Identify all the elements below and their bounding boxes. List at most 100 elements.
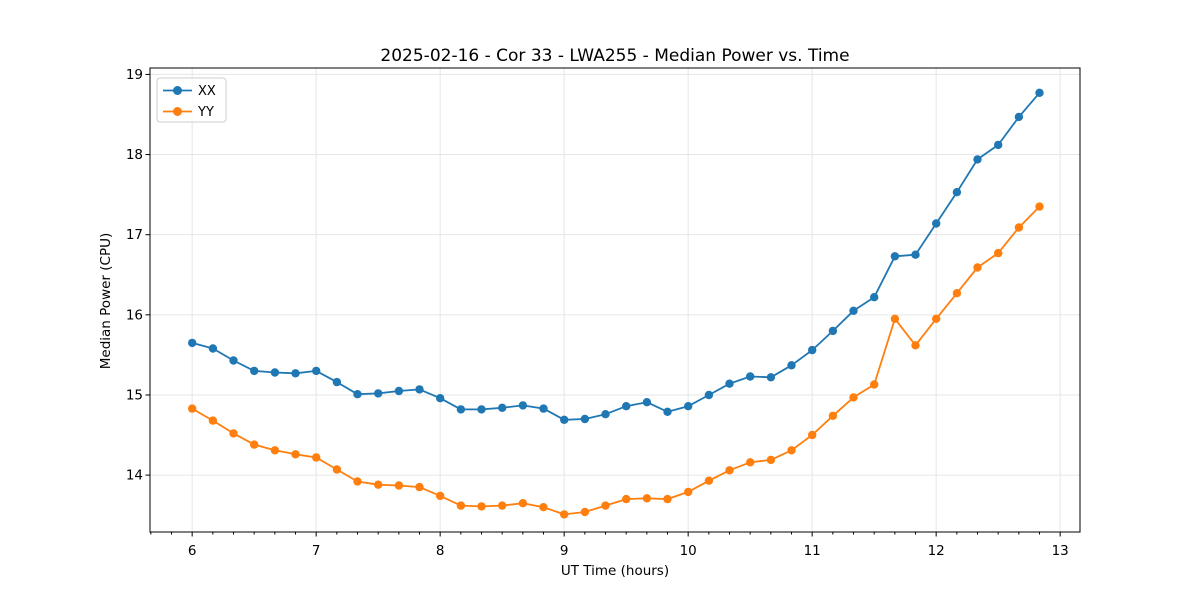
- data-point-XX: [456, 405, 466, 414]
- data-point-XX: [725, 379, 734, 388]
- data-point-XX: [208, 344, 218, 353]
- legend-marker-YY: [173, 107, 182, 116]
- data-point-XX: [229, 356, 238, 365]
- legend-label-XX: XX: [198, 84, 216, 99]
- data-point-XX: [332, 377, 342, 387]
- data-point-XX: [580, 414, 590, 424]
- y-tick-label: 17: [126, 227, 143, 243]
- data-point-YY: [808, 430, 817, 440]
- data-point-XX: [188, 338, 197, 348]
- data-point-XX: [270, 368, 280, 377]
- data-point-YY: [766, 455, 776, 465]
- data-point-XX: [291, 369, 300, 378]
- data-point-YY: [1035, 202, 1044, 211]
- x-tick-label: 6: [188, 543, 197, 559]
- data-point-YY: [994, 248, 1003, 258]
- data-point-YY: [229, 429, 238, 438]
- data-point-XX: [849, 306, 858, 315]
- x-tick-label: 11: [804, 543, 821, 559]
- data-point-YY: [1014, 223, 1024, 232]
- legend-label-YY: YY: [197, 105, 214, 120]
- data-point-YY: [291, 450, 300, 459]
- chart-title: 2025-02-16 - Cor 33 - LWA255 - Median Po…: [380, 46, 849, 66]
- data-point-XX: [498, 403, 507, 412]
- data-point-YY: [849, 393, 858, 402]
- x-tick-label: 8: [436, 543, 445, 559]
- data-point-YY: [436, 491, 445, 501]
- data-point-XX: [312, 366, 321, 376]
- data-point-YY: [477, 502, 486, 511]
- data-point-XX: [684, 402, 693, 411]
- data-point-YY: [456, 501, 466, 510]
- data-point-XX: [994, 140, 1003, 150]
- data-point-YY: [518, 499, 528, 508]
- data-point-XX: [766, 373, 776, 382]
- x-tick-label: 12: [928, 543, 945, 559]
- data-point-YY: [932, 314, 941, 323]
- data-point-XX: [808, 345, 817, 355]
- data-point-YY: [870, 380, 879, 389]
- data-point-XX: [973, 155, 982, 164]
- x-tick-label: 10: [680, 543, 697, 559]
- data-point-YY: [539, 503, 548, 512]
- data-point-XX: [642, 398, 652, 407]
- data-point-YY: [353, 477, 362, 486]
- data-point-XX: [374, 389, 383, 398]
- data-point-YY: [787, 446, 796, 455]
- data-point-YY: [911, 341, 920, 350]
- data-point-YY: [890, 314, 900, 323]
- data-point-XX: [746, 372, 755, 381]
- data-point-XX: [932, 219, 941, 228]
- data-point-YY: [642, 494, 652, 503]
- data-point-YY: [270, 446, 280, 455]
- series-markers-XX: [188, 88, 1044, 424]
- data-point-XX: [622, 402, 631, 411]
- data-point-XX: [890, 252, 900, 261]
- data-point-YY: [580, 507, 590, 517]
- y-axis-label: Median Power (CPU): [98, 233, 114, 369]
- data-point-XX: [787, 361, 796, 370]
- plot-border: [149, 67, 1081, 533]
- data-point-XX: [539, 404, 548, 413]
- data-point-YY: [622, 494, 631, 504]
- data-point-XX: [560, 415, 569, 424]
- data-point-YY: [394, 481, 404, 490]
- data-point-YY: [601, 501, 610, 510]
- data-point-XX: [911, 250, 920, 259]
- data-point-XX: [477, 405, 486, 414]
- data-point-YY: [250, 440, 259, 449]
- data-point-YY: [973, 263, 982, 272]
- data-point-YY: [312, 453, 321, 462]
- data-point-XX: [436, 394, 445, 403]
- data-point-XX: [704, 390, 714, 400]
- grid: [150, 68, 1080, 532]
- data-point-XX: [1014, 112, 1024, 122]
- data-point-YY: [663, 494, 672, 504]
- data-point-XX: [518, 401, 528, 410]
- data-point-YY: [415, 482, 424, 492]
- data-point-XX: [1035, 88, 1044, 98]
- data-point-XX: [601, 410, 610, 419]
- data-point-YY: [725, 466, 734, 475]
- data-point-XX: [394, 386, 404, 396]
- x-tick-label: 13: [1052, 543, 1069, 559]
- data-point-XX: [663, 407, 672, 416]
- data-point-YY: [704, 476, 714, 485]
- data-point-YY: [332, 465, 342, 474]
- data-point-XX: [828, 326, 838, 336]
- x-axis-label: UT Time (hours): [561, 563, 669, 579]
- data-point-YY: [828, 411, 838, 420]
- data-point-YY: [374, 480, 383, 489]
- data-point-XX: [952, 188, 962, 197]
- ticks: [145, 73, 1061, 537]
- y-tick-label: 16: [126, 307, 143, 323]
- data-point-YY: [560, 510, 569, 519]
- data-point-YY: [952, 289, 962, 298]
- y-tick-label: 15: [126, 387, 143, 403]
- data-point-YY: [208, 416, 218, 425]
- x-tick-label: 7: [312, 543, 321, 559]
- series-markers-YY: [188, 202, 1044, 519]
- data-point-YY: [746, 458, 755, 467]
- data-point-XX: [870, 293, 879, 302]
